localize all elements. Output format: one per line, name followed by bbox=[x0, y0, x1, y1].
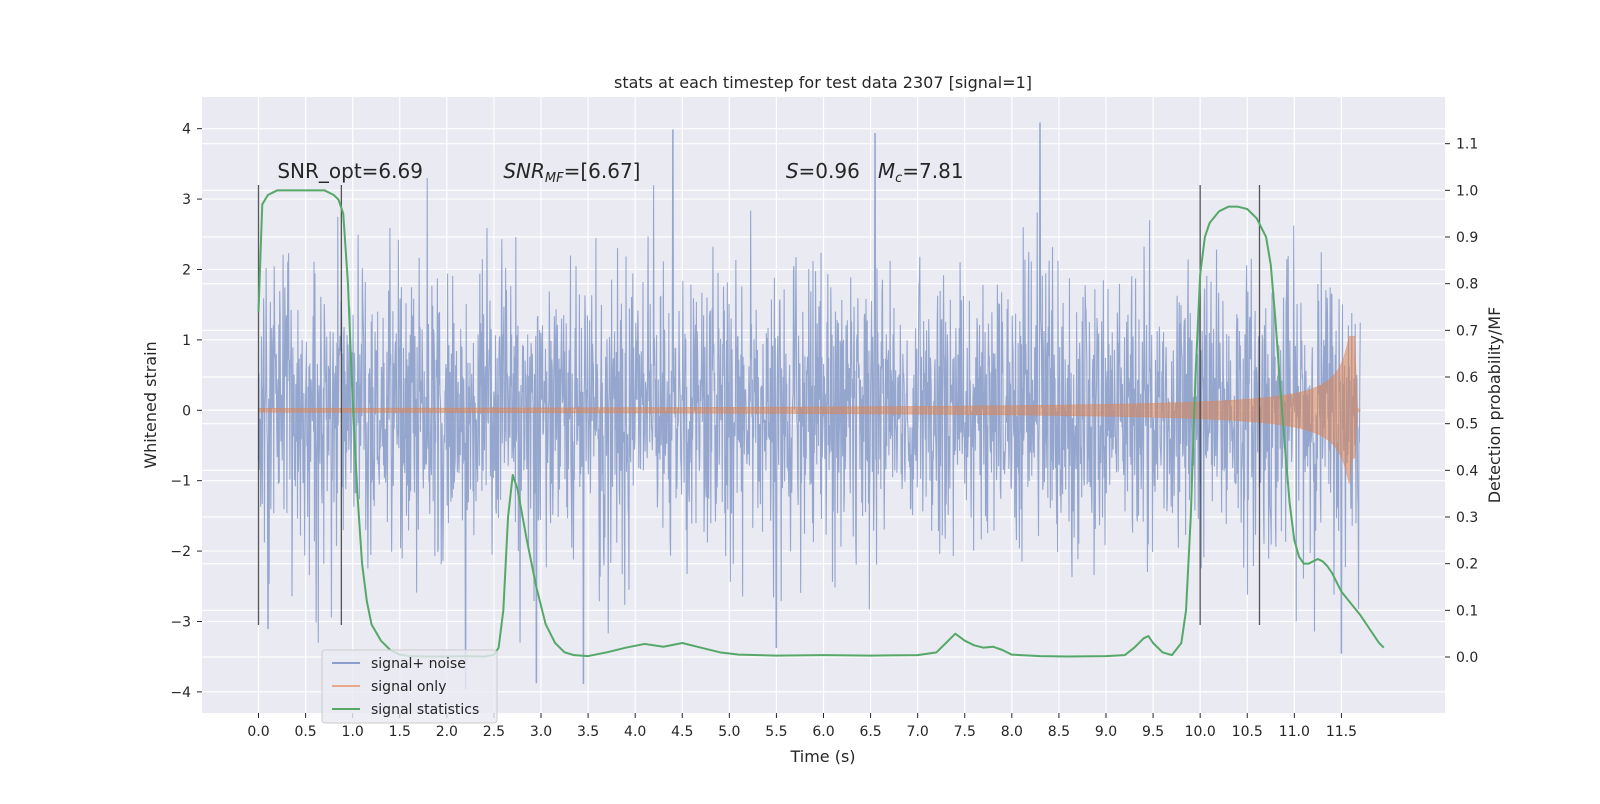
y-tick-label: −1 bbox=[170, 474, 191, 490]
x-tick-label: 11.0 bbox=[1279, 724, 1310, 740]
x-tick-label: 10.0 bbox=[1185, 724, 1216, 740]
x-tick-label: 6.0 bbox=[812, 724, 834, 740]
y-right-tick-label: 0.9 bbox=[1456, 230, 1478, 246]
y-right-tick-label: 0.2 bbox=[1456, 557, 1478, 573]
statistics-line bbox=[257, 189, 1385, 658]
x-tick-label: 1.0 bbox=[342, 724, 364, 740]
y-tick-label: −3 bbox=[170, 614, 191, 630]
x-axis-label: Time (s) bbox=[789, 747, 855, 766]
noise-series bbox=[257, 122, 1361, 689]
x-tick-label: 8.0 bbox=[1001, 724, 1023, 740]
x-tick-label: 10.5 bbox=[1232, 724, 1263, 740]
legend: signal+ noise signal only signal statist… bbox=[321, 649, 498, 724]
y-tick-label: −4 bbox=[170, 685, 191, 701]
signal-envelope bbox=[258, 336, 1361, 485]
y-right-tick-label: 0.1 bbox=[1456, 603, 1478, 619]
x-tick-label: 6.5 bbox=[859, 724, 881, 740]
noise-trace bbox=[257, 122, 1361, 689]
y-right-tick-label: 0.0 bbox=[1456, 650, 1478, 666]
y-right-tick-label: 0.6 bbox=[1456, 370, 1478, 386]
legend-label-noise: signal+ noise bbox=[371, 656, 466, 672]
detection-boundaries bbox=[257, 185, 1261, 625]
y-tick-label: 4 bbox=[182, 122, 191, 138]
x-tick-label: 0.5 bbox=[294, 724, 316, 740]
y-right-tick-label: 0.5 bbox=[1456, 417, 1478, 433]
legend-label-signal: signal only bbox=[371, 679, 446, 695]
statistics-series bbox=[257, 189, 1385, 658]
y-axis-label: Whitened strain bbox=[141, 341, 160, 468]
legend-box bbox=[321, 649, 498, 724]
y-ticks: 4 3 2 1 0 −1 −2 −3 −4 bbox=[170, 122, 202, 701]
y-right-tick-label: 1.0 bbox=[1456, 183, 1478, 199]
annotation-snr-opt: SNR_opt=6.69 bbox=[277, 159, 423, 183]
x-tick-label: 9.0 bbox=[1095, 724, 1117, 740]
y-right-tick-label: 0.3 bbox=[1456, 510, 1478, 526]
annotation-snr-mf: SNRMF=[6.67] bbox=[503, 159, 640, 186]
y-tick-label: 1 bbox=[182, 333, 191, 349]
x-ticks: 0.0 0.5 1.0 1.5 2.0 2.5 3.0 3.5 4.0 4.5 5.0 5.5 6.0 6… bbox=[247, 713, 1357, 740]
x-tick-label: 3.0 bbox=[530, 724, 552, 740]
x-tick-label: 1.5 bbox=[389, 724, 411, 740]
y-tick-label: 0 bbox=[182, 403, 191, 419]
y-right-tick-label: 0.4 bbox=[1456, 463, 1478, 479]
x-tick-label: 7.5 bbox=[954, 724, 976, 740]
x-tick-label: 9.5 bbox=[1142, 724, 1164, 740]
chart-title: stats at each timestep for test data 230… bbox=[614, 73, 1032, 92]
x-tick-label: 8.5 bbox=[1048, 724, 1070, 740]
y-tick-label: 3 bbox=[182, 192, 191, 208]
y-tick-label: 2 bbox=[182, 262, 191, 278]
x-tick-label: 7.0 bbox=[907, 724, 929, 740]
x-tick-label: 4.5 bbox=[671, 724, 693, 740]
x-tick-label: 5.0 bbox=[718, 724, 740, 740]
x-tick-label: 0.0 bbox=[247, 724, 269, 740]
annotations: SNR_opt=6.69 SNRMF=[6.67] S=0.96 Mc=7.81 bbox=[277, 159, 963, 186]
x-tick-label: 11.5 bbox=[1326, 724, 1357, 740]
x-tick-label: 2.0 bbox=[436, 724, 458, 740]
x-tick-label: 2.5 bbox=[483, 724, 505, 740]
y-right-tick-label: 0.7 bbox=[1456, 323, 1478, 339]
legend-label-statistics: signal statistics bbox=[371, 702, 479, 718]
y-tick-label: −2 bbox=[170, 544, 191, 560]
signal-series bbox=[258, 336, 1361, 485]
x-tick-label: 4.0 bbox=[624, 724, 646, 740]
y-ticks-right: 1.1 1.0 0.9 0.8 0.7 0.6 0.5 0.4 0.3 0.2 0.1 0.0 bbox=[1445, 137, 1478, 666]
y-right-tick-label: 1.1 bbox=[1456, 137, 1478, 153]
y-right-tick-label: 0.8 bbox=[1456, 277, 1478, 293]
annotation-s-mc: S=0.96 Mc=7.81 bbox=[786, 159, 964, 186]
x-tick-label: 5.5 bbox=[765, 724, 787, 740]
x-tick-label: 3.5 bbox=[577, 724, 599, 740]
y-axis-label-right: Detection probability/MF bbox=[1485, 307, 1504, 504]
